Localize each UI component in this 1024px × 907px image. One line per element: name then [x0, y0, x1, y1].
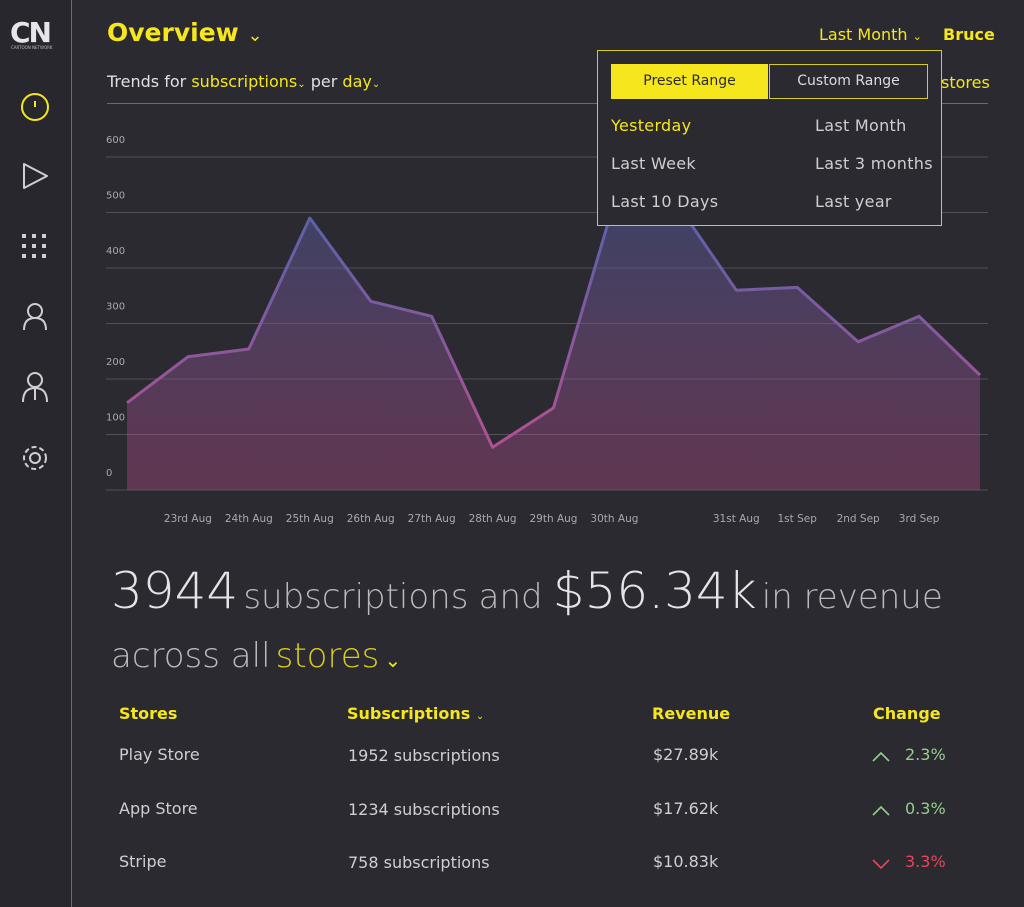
- col-header: Revenue: [652, 704, 731, 723]
- summary-count: 3944: [111, 562, 239, 620]
- separator: [107, 103, 988, 104]
- x-tick-label: 3rd Sep: [899, 513, 940, 525]
- logo-caption: CARTOON NETWORK: [11, 45, 53, 50]
- arrow-shape: [872, 805, 890, 816]
- nav-settings[interactable]: [23, 446, 47, 470]
- unit-select[interactable]: day: [342, 72, 372, 91]
- revenue: $17.62k: [653, 798, 719, 818]
- nav-team[interactable]: [22, 372, 48, 403]
- tab-preset[interactable]: Preset Range: [611, 64, 768, 99]
- change: 2.3%: [905, 745, 946, 764]
- summary-across: across all: [111, 636, 271, 676]
- y-tick-label: 100: [106, 413, 125, 424]
- summary-and: and: [478, 577, 543, 617]
- line: [126, 199, 982, 449]
- col-header: Change: [873, 704, 941, 723]
- x-tick-label: 29th Aug: [530, 513, 578, 525]
- range-text: Last Month: [819, 25, 908, 44]
- option[interactable]: Last 10 Days: [611, 192, 719, 211]
- nav-apps[interactable]: [22, 234, 46, 258]
- nav-user[interactable]: [23, 303, 47, 331]
- col-header[interactable]: Subscriptions ⌄: [347, 704, 485, 723]
- change: 3.3%: [905, 852, 946, 871]
- store-name: Stripe: [119, 852, 167, 871]
- nav-play[interactable]: [23, 163, 48, 189]
- x-tick-label: 27th Aug: [408, 513, 456, 525]
- nav-icons: [21, 93, 49, 470]
- trends-per: per: [310, 72, 338, 91]
- nav-dashboard[interactable]: [21, 93, 49, 121]
- tab-custom[interactable]: Custom Range: [769, 64, 928, 99]
- user-name[interactable]: Bruce: [943, 25, 995, 44]
- y-tick-label: 600: [106, 135, 125, 146]
- y-tick-label: 0: [106, 468, 112, 479]
- y-tick-label: 500: [106, 191, 125, 202]
- x-tick-label: 28th Aug: [469, 513, 517, 525]
- trends-prefix: Trends for: [107, 72, 187, 91]
- option[interactable]: Yesterday: [611, 116, 692, 135]
- store-name: App Store: [119, 798, 198, 818]
- option[interactable]: Last year: [815, 192, 892, 211]
- metric-select[interactable]: subscriptions: [191, 72, 298, 91]
- col-header: Stores: [119, 704, 178, 723]
- summary-stores[interactable]: stores: [275, 636, 380, 676]
- summary-revenue-label: in revenue: [761, 577, 943, 617]
- trend-arrow: [872, 751, 890, 762]
- trend-arrow: [872, 805, 890, 816]
- option[interactable]: Last Month: [815, 116, 907, 135]
- change: 0.3%: [905, 798, 946, 818]
- x-tick-label: 1st Sep: [778, 513, 818, 525]
- range-dropdown: Preset Range Custom Range Yesterday Last…: [597, 50, 942, 226]
- y-tick-label: 400: [106, 246, 125, 257]
- x-tick-label: 23rd Aug: [164, 513, 212, 525]
- subscriptions: 758 subscriptions: [348, 853, 490, 872]
- trend-arrow: [872, 859, 890, 870]
- arrow-shape: [872, 751, 890, 762]
- revenue: $10.83k: [653, 852, 719, 871]
- range-select[interactable]: Last Month ⌄: [819, 25, 922, 44]
- y-tick-label: 200: [106, 357, 125, 368]
- summary-line-1: 3944 subscriptions and $56.34k in revenu…: [111, 562, 943, 620]
- subscriptions: 1234 subscriptions: [348, 799, 500, 819]
- area: [127, 201, 980, 490]
- page-title[interactable]: Overview ⌄: [107, 18, 263, 47]
- revenue: $27.89k: [653, 745, 719, 764]
- x-tick-label: 26th Aug: [347, 513, 395, 525]
- summary-revenue: $56.34k: [552, 562, 757, 620]
- x-tick-label: 30th Aug: [590, 513, 638, 525]
- col-header-text: Subscriptions: [347, 704, 471, 723]
- logo: CN: [10, 16, 52, 49]
- option[interactable]: Last 3 months: [815, 154, 933, 173]
- store-name: Play Store: [119, 745, 200, 764]
- x-tick-label: 25th Aug: [286, 513, 334, 525]
- x-tick-label: 31st Aug: [713, 513, 760, 525]
- x-tick-label: 24th Aug: [225, 513, 273, 525]
- x-tick-label: 2nd Sep: [837, 513, 880, 525]
- trends-bar: Trends for subscriptions⌄ per day⌄: [107, 72, 381, 91]
- title-text: Overview: [107, 18, 239, 47]
- arrow-shape: [872, 859, 890, 870]
- y-tick-label: 300: [106, 302, 125, 313]
- option[interactable]: Last Week: [611, 154, 696, 173]
- subscriptions: 1952 subscriptions: [348, 746, 500, 765]
- stores-link[interactable]: stores: [941, 73, 990, 92]
- summary-count-label: subscriptions: [243, 577, 469, 617]
- sidebar: CN CARTOON NETWORK: [0, 0, 72, 907]
- summary-line-2: across all stores ⌄: [111, 636, 402, 676]
